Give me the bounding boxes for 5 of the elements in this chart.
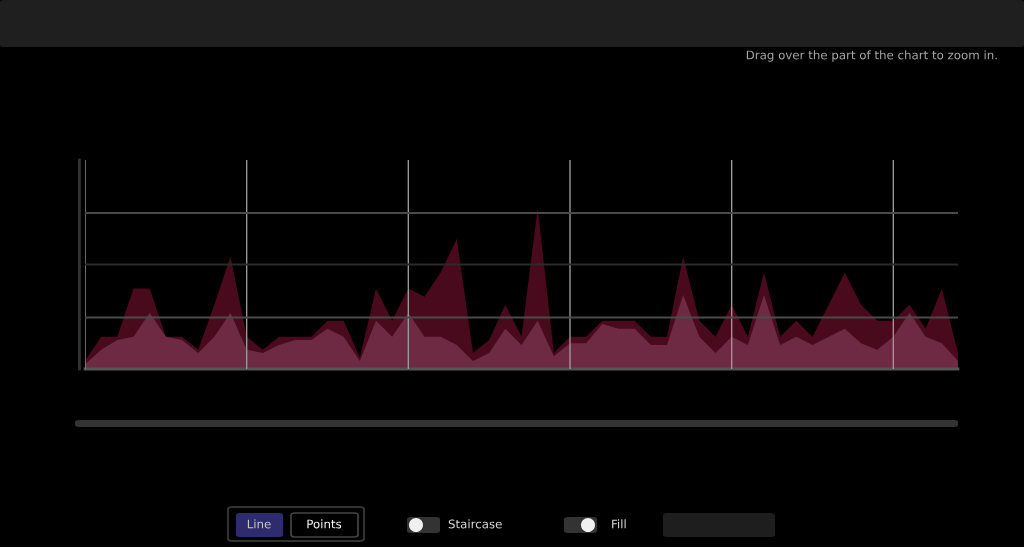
- text: Staircase: [448, 519, 502, 529]
- text: Drag over the part of the chart to zoom in.: [746, 50, 997, 62]
- text: Line: [247, 519, 271, 529]
- text: Points: [307, 519, 342, 529]
- text: Fill: [612, 519, 626, 529]
